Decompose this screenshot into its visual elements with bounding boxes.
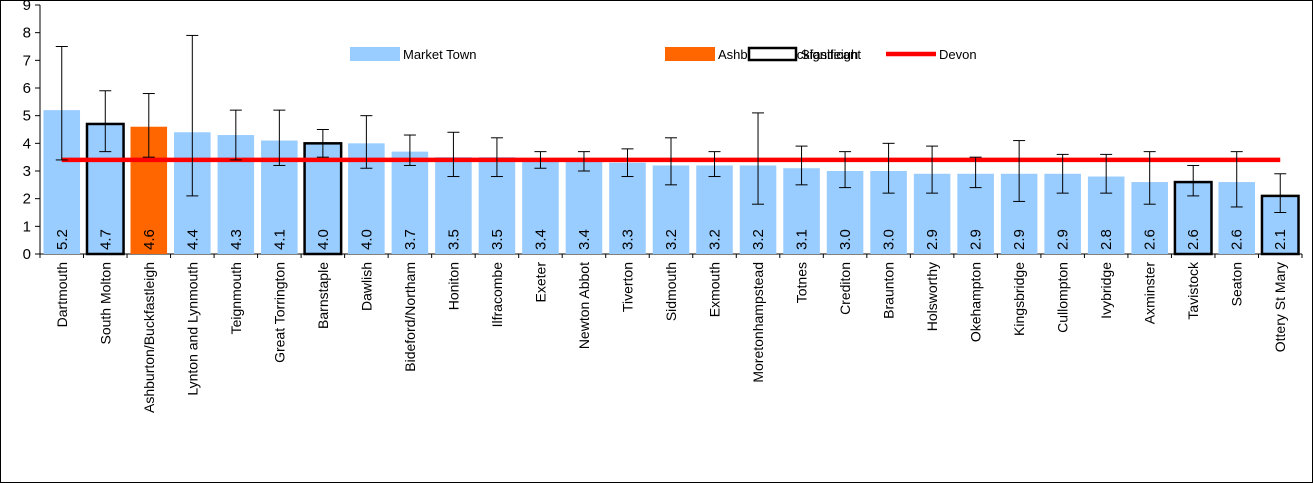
x-tick-label: Bideford/Northam xyxy=(402,262,418,372)
data-label: 3.5 xyxy=(445,229,462,250)
data-label: 3.4 xyxy=(532,229,549,250)
legend-swatch xyxy=(665,47,715,61)
x-tick-label: Exeter xyxy=(532,262,548,303)
x-tick-label: Tiverton xyxy=(619,262,635,312)
x-tick-label: Dartmouth xyxy=(54,262,70,327)
x-tick-label: Teignmouth xyxy=(228,262,244,334)
x-tick-label: Honiton xyxy=(445,262,461,310)
data-label: 2.6 xyxy=(1142,229,1159,250)
x-tick-label: Tavistock xyxy=(1185,261,1201,320)
data-label: 4.4 xyxy=(184,229,201,250)
x-tick-label: Seaton xyxy=(1229,262,1245,306)
data-label: 3.4 xyxy=(576,229,593,250)
bar xyxy=(609,162,646,254)
y-tick-label: 9 xyxy=(23,0,31,14)
data-label: 3.2 xyxy=(750,229,767,250)
data-label: 2.1 xyxy=(1272,229,1289,250)
data-label: 4.6 xyxy=(141,229,158,250)
x-tick-label: Okehampton xyxy=(968,262,984,342)
data-label: 4.1 xyxy=(271,229,288,250)
data-label: 2.8 xyxy=(1098,229,1115,250)
x-tick-label: Crediton xyxy=(837,262,853,315)
data-label: 3.0 xyxy=(837,229,854,250)
data-label: 3.0 xyxy=(881,229,898,250)
x-tick-label: Axminster xyxy=(1142,262,1158,325)
x-tick-label: Great Torrington xyxy=(271,262,287,363)
bar xyxy=(391,151,429,254)
data-label: 3.3 xyxy=(619,229,636,250)
data-label: 3.1 xyxy=(794,229,811,250)
data-label: 4.0 xyxy=(358,229,375,250)
y-tick-label: 1 xyxy=(23,218,31,235)
data-label: 3.7 xyxy=(402,229,419,250)
x-tick-label: Dawlish xyxy=(358,262,374,311)
x-tick-label: Ilfracombe xyxy=(489,262,505,328)
data-label: 3.2 xyxy=(663,229,680,250)
x-tick-label: Barnstaple xyxy=(315,262,331,329)
x-tick-label: Braunton xyxy=(881,262,897,319)
legend-swatch xyxy=(747,46,798,62)
y-tick-label: 4 xyxy=(23,135,31,152)
y-tick-label: 5 xyxy=(23,108,31,125)
data-label: 2.6 xyxy=(1185,229,1202,250)
x-tick-label: Sidmouth xyxy=(663,262,679,321)
bar xyxy=(696,165,733,254)
y-tick-label: 8 xyxy=(23,25,31,42)
y-tick-label: 3 xyxy=(23,163,31,180)
data-label: 4.3 xyxy=(228,229,245,250)
legend-swatch xyxy=(350,47,400,61)
x-tick-label: Newton Abbot xyxy=(576,262,592,349)
data-label: 2.9 xyxy=(968,229,985,250)
data-label: 2.9 xyxy=(1055,229,1072,250)
bar xyxy=(522,159,559,254)
bar xyxy=(565,159,603,254)
x-tick-label: Lynton and Lynmouth xyxy=(184,262,200,396)
y-tick-label: 7 xyxy=(23,52,31,69)
x-tick-label: Holsworthy xyxy=(924,262,940,331)
x-tick-label: Exmouth xyxy=(707,262,723,317)
legend-label: Devon xyxy=(939,47,977,62)
x-tick-label: Moretonhampstead xyxy=(750,262,766,383)
y-tick-label: 0 xyxy=(23,246,31,263)
x-tick-label: Cullompton xyxy=(1055,262,1071,333)
data-label: 3.2 xyxy=(707,229,724,250)
legend-label: Significant xyxy=(801,47,861,62)
data-label: 5.2 xyxy=(54,229,71,250)
x-tick-label: Ashburton/Buckfastleigh xyxy=(141,262,157,413)
y-tick-label: 2 xyxy=(23,191,31,208)
x-tick-label: Ivybridge xyxy=(1098,262,1114,319)
data-label: 2.9 xyxy=(924,229,941,250)
data-label: 4.7 xyxy=(97,229,114,250)
x-tick-label: South Molton xyxy=(97,262,113,345)
x-tick-label: Kingsbridge xyxy=(1011,262,1027,336)
data-label: 2.6 xyxy=(1229,229,1246,250)
legend-label: Market Town xyxy=(403,47,476,62)
data-label: 3.5 xyxy=(489,229,506,250)
data-label: 2.9 xyxy=(1011,229,1028,250)
y-tick-label: 6 xyxy=(23,80,31,97)
x-tick-label: Ottery St Mary xyxy=(1272,262,1288,352)
x-tick-label: Totnes xyxy=(794,262,810,303)
data-label: 4.0 xyxy=(315,229,332,250)
